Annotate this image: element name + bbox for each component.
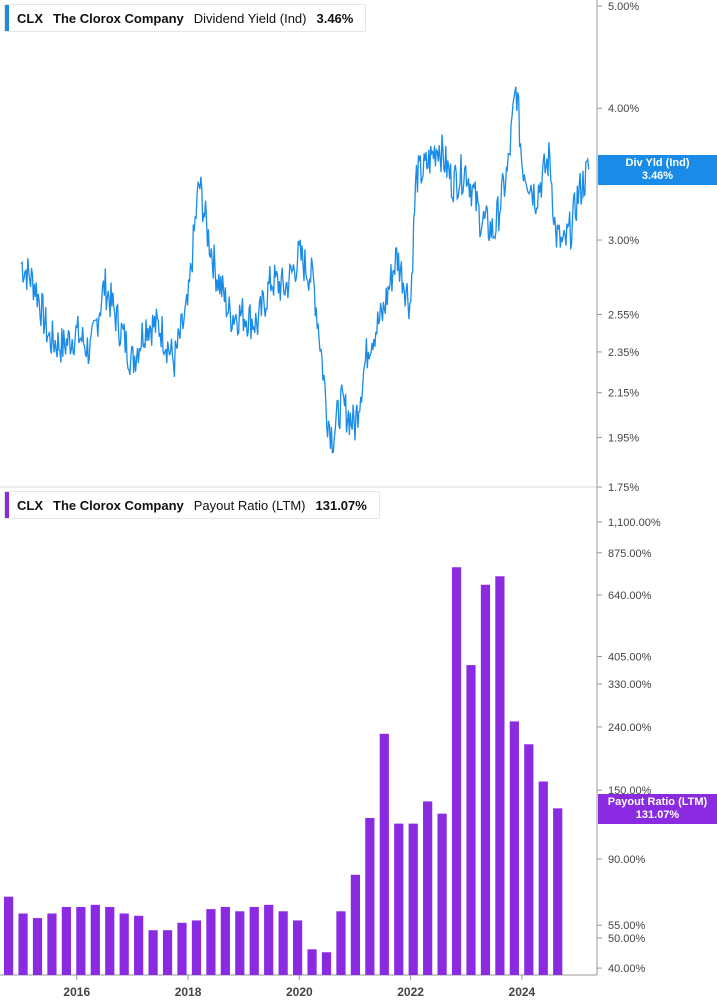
yield-legend-ticker: CLX [17, 10, 43, 26]
payout-tick-label: 1,100.00% [608, 517, 661, 529]
payout-tick-label: 150.00% [608, 785, 652, 797]
payout-tick-label: 640.00% [608, 590, 652, 602]
payout-bar [249, 906, 259, 975]
yield-legend-metric: Dividend Yield (Ind) [193, 10, 307, 26]
yield-value-tag: Div Yld (Ind) 3.46% [598, 155, 717, 186]
payout-tick-label: 330.00% [608, 679, 652, 691]
yield-tag-value: 3.46% [641, 170, 674, 183]
payout-bar [105, 906, 115, 975]
payout-tick-label: 40.00% [608, 963, 646, 975]
payout-bar [61, 906, 71, 975]
payout-legend-value: 131.07% [315, 497, 367, 513]
payout-tag-value: 131.07% [635, 809, 680, 822]
x-tick-label: 2022 [397, 985, 424, 999]
x-tick-label: 2024 [509, 985, 536, 999]
payout-bar [206, 909, 216, 975]
yield-tick-label: 2.35% [608, 347, 639, 359]
payout-tag-label: Payout Ratio (LTM) [607, 796, 708, 809]
payout-bar [307, 949, 317, 975]
payout-bar [321, 952, 332, 975]
payout-bar [76, 906, 86, 975]
yield-legend-value: 3.46% [316, 10, 354, 26]
payout-tick-label: 240.00% [608, 722, 652, 734]
yield-tick-label: 2.15% [608, 388, 639, 400]
payout-bar [466, 665, 476, 975]
payout-bar [177, 922, 187, 975]
x-tick-label: 2016 [63, 985, 90, 999]
payout-bar [524, 744, 534, 975]
yield-tick-label: 1.75% [608, 482, 639, 494]
yield-tag-label: Div Yld (Ind) [625, 157, 690, 170]
payout-bar [394, 823, 404, 975]
yield-tick-label: 5.00% [608, 1, 639, 13]
payout-bar [264, 904, 274, 975]
payout-bar [336, 911, 346, 975]
payout-bar [278, 911, 288, 975]
payout-bar [220, 906, 230, 975]
yield-legend-swatch [5, 5, 9, 31]
payout-bar [553, 808, 563, 975]
x-tick-label: 2020 [286, 985, 313, 999]
payout-value-tag: Payout Ratio (LTM) 131.07% [598, 794, 717, 825]
payout-tick-label: 875.00% [608, 548, 652, 560]
payout-bar [293, 920, 303, 975]
payout-tick-label: 55.00% [608, 920, 646, 932]
payout-bar [495, 576, 505, 975]
payout-bar [408, 823, 418, 975]
payout-bar [4, 896, 14, 975]
payout-bar [32, 918, 43, 975]
payout-legend-company: The Clorox Company [53, 497, 184, 513]
yield-legend: CLX The Clorox Company Dividend Yield (I… [4, 4, 367, 32]
payout-bar [134, 915, 144, 975]
payout-bar [451, 567, 462, 975]
payout-bar [538, 781, 548, 975]
dividend-yield-line [20, 86, 590, 454]
payout-bar [18, 913, 28, 975]
payout-bar [379, 733, 389, 975]
yield-tick-label: 4.00% [608, 103, 639, 115]
payout-bar [119, 913, 129, 975]
payout-bar [90, 904, 100, 975]
yield-tick-label: 3.00% [608, 235, 639, 247]
payout-tick-label: 50.00% [608, 933, 646, 945]
payout-legend: CLX The Clorox Company Payout Ratio (LTM… [4, 491, 380, 519]
payout-bar [148, 930, 158, 975]
payout-tick-label: 405.00% [608, 651, 652, 663]
payout-bar [191, 920, 202, 975]
payout-bar [235, 911, 245, 975]
payout-legend-ticker: CLX [17, 497, 43, 513]
payout-bar [437, 813, 447, 975]
payout-bar [162, 930, 173, 975]
payout-bar [47, 913, 57, 975]
yield-legend-company: The Clorox Company [53, 10, 184, 26]
payout-legend-metric: Payout Ratio (LTM) [193, 497, 306, 513]
x-tick-label: 2018 [175, 985, 202, 999]
payout-bar [365, 817, 375, 975]
payout-bar [423, 801, 433, 975]
yield-tick-label: 2.55% [608, 310, 639, 322]
payout-tick-label: 90.00% [608, 854, 646, 866]
payout-bar [350, 874, 360, 975]
payout-legend-swatch [5, 492, 9, 518]
payout-bar [480, 584, 491, 975]
payout-bar [509, 721, 519, 975]
yield-tick-label: 1.95% [608, 432, 639, 444]
